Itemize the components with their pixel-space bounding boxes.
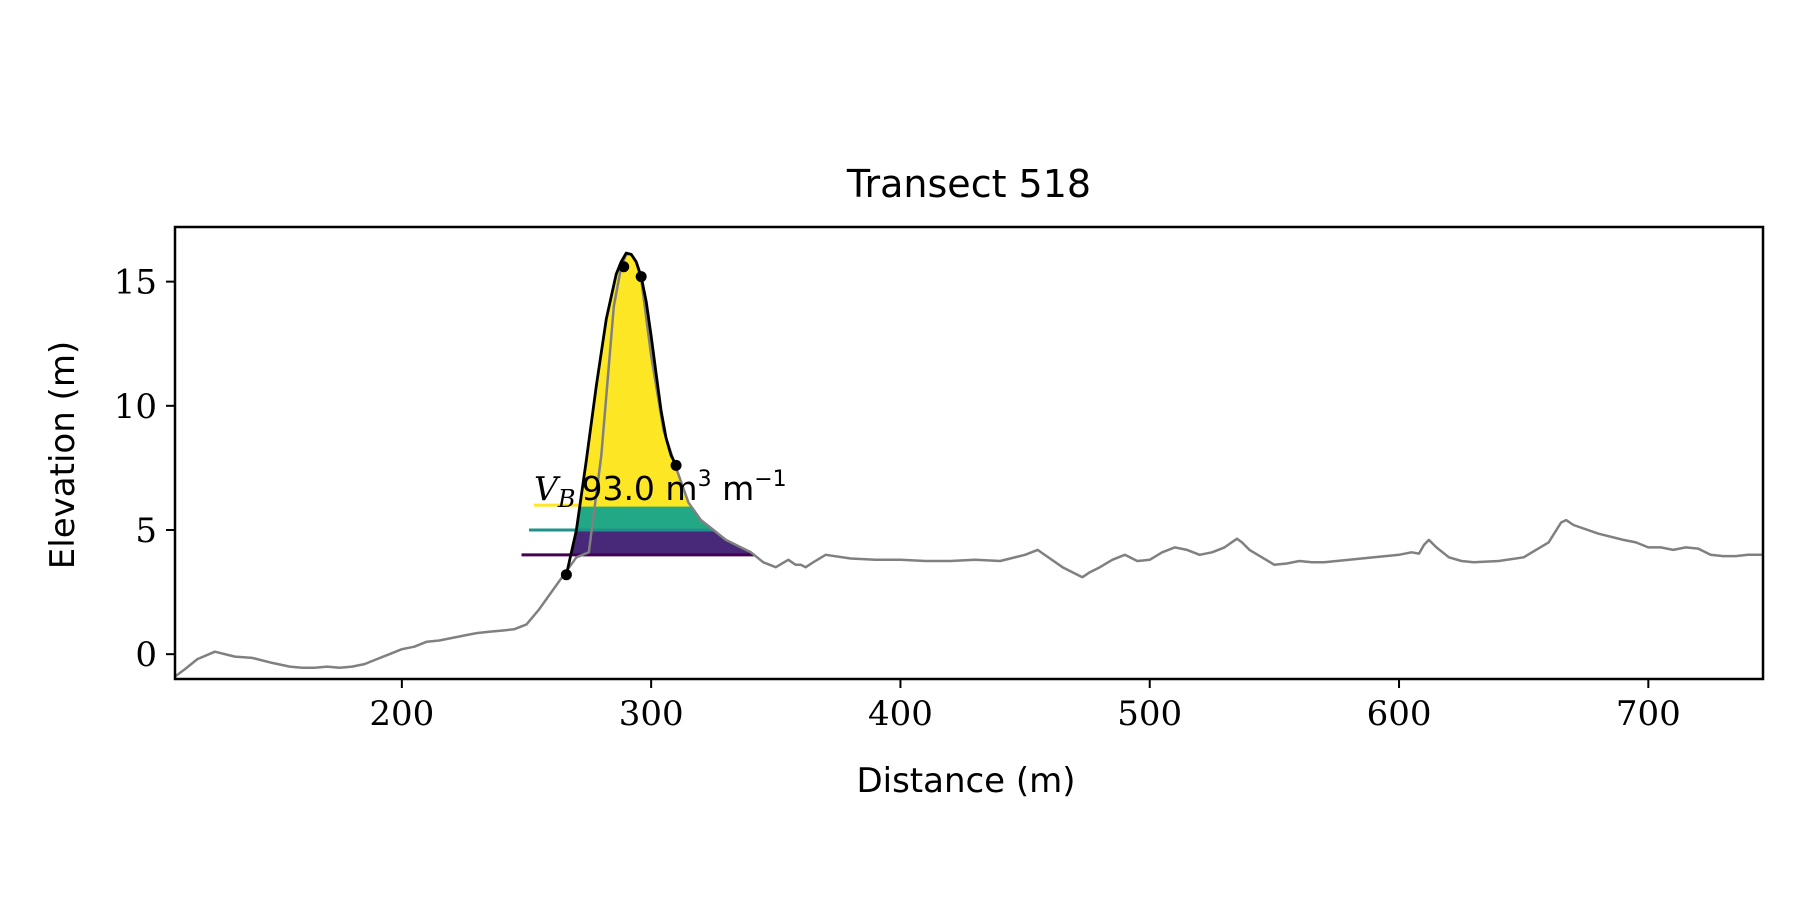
- y-tick-label: 15: [114, 263, 157, 303]
- y-tick-label: 10: [114, 387, 157, 427]
- plot-clipped-layer: [175, 251, 1763, 678]
- elevation-profile-line: [175, 253, 1763, 678]
- profile-marker-4: [670, 459, 682, 471]
- annotation-value: 93.0 m: [581, 469, 697, 508]
- x-tick-label: 200: [369, 694, 434, 734]
- plot-area: [175, 251, 1763, 678]
- profile-marker-3: [635, 271, 647, 283]
- chart-title: Transect 518: [846, 162, 1091, 206]
- x-tick-label: 600: [1367, 694, 1432, 734]
- x-tick-label: 500: [1117, 694, 1182, 734]
- annotation-subscript: B: [557, 485, 576, 513]
- volume-annotation-text: VB 93.0 m3 m−1: [534, 467, 787, 513]
- volume-band-3: [571, 530, 754, 555]
- volume-band-2: [577, 505, 713, 530]
- y-tick-label: 5: [135, 511, 157, 551]
- volume-annotation: VB 93.0 m3 m−1: [534, 467, 787, 513]
- dune-fitted-curve: [565, 251, 678, 576]
- profile-marker-2: [618, 261, 630, 273]
- x-tick-label: 300: [619, 694, 684, 734]
- annotation-unit-mid: m: [712, 469, 755, 508]
- x-tick-label: 400: [868, 694, 933, 734]
- x-axis-label: Distance (m): [856, 761, 1075, 801]
- y-tick-label: 0: [135, 635, 157, 675]
- profile-marker-1: [560, 569, 572, 581]
- x-tick-label: 700: [1616, 694, 1681, 734]
- x-axis: 200 300 400 500 600 700: [369, 679, 1681, 734]
- y-axis-label: Elevation (m): [43, 341, 83, 569]
- axes-frame: [173, 225, 1765, 681]
- annotation-unit-sup1: 3: [698, 467, 712, 492]
- y-axis: 0 5 10 15: [114, 263, 175, 675]
- annotation-unit-sup2: −1: [754, 467, 786, 492]
- annotation-symbol: V: [534, 469, 561, 508]
